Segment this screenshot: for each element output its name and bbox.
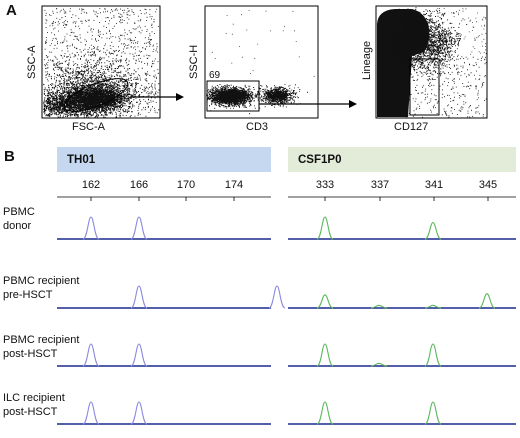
csf1p0-axis bbox=[288, 196, 516, 201]
plot3-xlabel: CD127 bbox=[394, 121, 429, 133]
sample-label-1-line2: donor bbox=[3, 220, 32, 232]
locus-name-csf1p0: CSF1P0 bbox=[298, 154, 342, 166]
th01-trace-2 bbox=[57, 285, 286, 309]
sample-label-4-line2: post-HSCT bbox=[3, 406, 58, 418]
locus-name-th01: TH01 bbox=[67, 154, 96, 166]
locus-bar-th01: TH01 bbox=[57, 147, 271, 172]
panel-b-letter: B bbox=[4, 148, 15, 165]
csf1p0-peak-2-1 bbox=[316, 294, 334, 309]
csf1p0-trace-2 bbox=[288, 293, 516, 309]
plot2-xlabel: CD3 bbox=[246, 121, 269, 133]
sample-label-3-line1: PBMC recipient bbox=[3, 334, 80, 346]
th01-axis bbox=[57, 196, 271, 201]
csf1p0-trace-4 bbox=[288, 401, 516, 425]
arrow-1-head bbox=[176, 93, 184, 101]
th01-peak-3-2 bbox=[130, 343, 148, 367]
th01-peak-3-1 bbox=[82, 343, 100, 367]
sample-label-2-line1: PBMC recipient bbox=[3, 275, 80, 287]
th01-peak-1-2 bbox=[130, 216, 148, 240]
th01-tick-162: 162 bbox=[81, 179, 101, 191]
plot1-gate-ellipse bbox=[63, 78, 129, 112]
plot2-ylabel: SSC-H bbox=[188, 44, 200, 79]
plot2-gate-rect bbox=[206, 80, 260, 112]
panel-a-letter: A bbox=[6, 2, 17, 19]
locus-bar-csf1p0: CSF1P0 bbox=[288, 147, 516, 172]
plot3-gate-value: 0.07 bbox=[442, 37, 462, 48]
plot3-gate-rect bbox=[409, 58, 440, 116]
plot3-events bbox=[378, 7, 487, 118]
flow-plot-2 bbox=[204, 5, 357, 119]
th01-peak-4-1 bbox=[82, 401, 100, 425]
csf1p0-peak-4-2 bbox=[424, 401, 442, 425]
plot1-ylabel: SSC-A bbox=[26, 45, 38, 79]
csf1p0-tick-341: 341 bbox=[424, 179, 444, 191]
th01-peak-4-2 bbox=[130, 401, 148, 425]
sample-label-3-line2: post-HSCT bbox=[3, 348, 58, 360]
sample-label-4-line1: ILC recipient bbox=[3, 392, 65, 404]
flow-plot-1 bbox=[41, 5, 184, 119]
plot1-xlabel: FSC-A bbox=[72, 121, 105, 133]
th01-peak-2-2 bbox=[268, 285, 286, 309]
sample-label-2-line2: pre-HSCT bbox=[3, 289, 53, 301]
th01-trace-1 bbox=[57, 216, 271, 240]
csf1p0-peak-2-2 bbox=[370, 304, 388, 309]
sample-label-1-line1: PBMC bbox=[3, 206, 35, 218]
csf1p0-peak-4-1 bbox=[316, 401, 334, 425]
plot2-gate-value: 69 bbox=[209, 70, 221, 81]
flow-plot-3 bbox=[375, 5, 488, 119]
csf1p0-trace-3 bbox=[288, 343, 516, 367]
arrow-2-head bbox=[349, 100, 357, 108]
csf1p0-trace-1 bbox=[288, 216, 516, 240]
csf1p0-peak-3-2 bbox=[370, 362, 388, 367]
csf1p0-peak-1-2 bbox=[424, 221, 442, 240]
csf1p0-peak-3-3 bbox=[424, 343, 442, 367]
th01-trace-4 bbox=[57, 401, 271, 425]
csf1p0-peak-2-3 bbox=[424, 304, 442, 309]
th01-peak-1-1 bbox=[82, 216, 100, 240]
csf1p0-peak-3-1 bbox=[316, 343, 334, 367]
plot1-gate-value: 27 bbox=[75, 70, 87, 81]
plot3-ylabel: Lineage bbox=[361, 40, 373, 80]
csf1p0-tick-345: 345 bbox=[478, 179, 498, 191]
plot1-events bbox=[43, 8, 160, 118]
th01-tick-166: 166 bbox=[129, 179, 149, 191]
th01-tick-170: 170 bbox=[176, 179, 196, 191]
th01-peak-2-1 bbox=[130, 285, 148, 309]
csf1p0-tick-337: 337 bbox=[370, 179, 390, 191]
csf1p0-peak-1-1 bbox=[316, 216, 334, 240]
th01-tick-174: 174 bbox=[224, 179, 244, 191]
csf1p0-peak-2-4 bbox=[478, 293, 496, 309]
th01-trace-3 bbox=[57, 343, 271, 367]
csf1p0-tick-333: 333 bbox=[315, 179, 335, 191]
